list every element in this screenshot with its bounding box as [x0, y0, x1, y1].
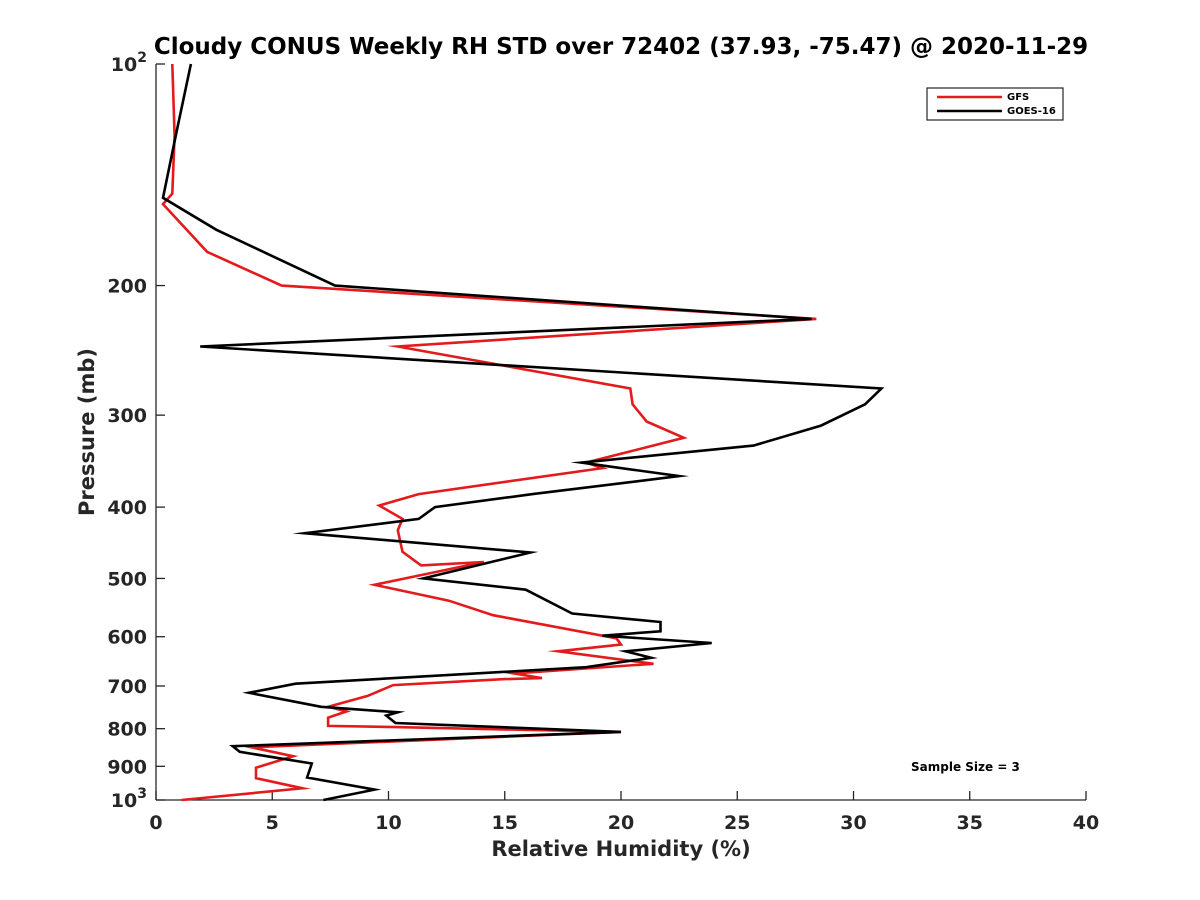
- y-tick-label: 300: [107, 405, 147, 427]
- y-tick-label: 800: [107, 719, 147, 741]
- x-tick-label: 20: [608, 812, 634, 834]
- y-tick-label: 200: [107, 276, 147, 298]
- x-ticks: 0 5 10 15 20 25 30 35 40: [149, 791, 1099, 834]
- y-tick-base: 10: [111, 790, 137, 812]
- y-tick-label: 900: [107, 756, 147, 778]
- series-lines: [161, 63, 885, 802]
- y-tick-label: 600: [107, 627, 147, 649]
- y-tick-label: 500: [107, 568, 147, 590]
- y-tick-label: 400: [107, 497, 147, 519]
- legend-label-gfs: GFS: [1007, 92, 1029, 103]
- x-tick-label: 15: [492, 812, 518, 834]
- y-axis-label: Pressure (mb): [75, 348, 99, 516]
- x-tick-label: 40: [1073, 812, 1099, 834]
- x-tick-label: 0: [149, 812, 162, 834]
- y-tick-label: 700: [107, 676, 147, 698]
- x-tick-label: 35: [957, 812, 983, 834]
- series-line-goes16: [161, 63, 885, 802]
- y-tick-exponent: 2: [137, 50, 147, 66]
- series-line-gfs: [161, 63, 817, 802]
- x-tick-label: 30: [840, 812, 866, 834]
- y-tick-label: 103: [111, 786, 147, 812]
- legend: GFS GOES-16: [926, 87, 1064, 121]
- plot-area: 0 5 10 15 20 25 30 35 40 10220030040050060070080…: [107, 50, 1099, 834]
- x-tick-label: 25: [724, 812, 750, 834]
- x-tick-label: 10: [375, 812, 401, 834]
- x-axis-label: Relative Humidity (%): [491, 837, 750, 861]
- y-tick-exponent: 3: [137, 786, 147, 802]
- sample-size-annotation: Sample Size = 3: [911, 760, 1020, 774]
- legend-label-goes16: GOES-16: [1007, 106, 1056, 117]
- chart-title: Cloudy CONUS Weekly RH STD over 72402 (3…: [154, 34, 1088, 60]
- y-tick-label: 102: [111, 50, 147, 76]
- y-tick-base: 10: [111, 54, 137, 76]
- x-tick-label: 5: [266, 812, 279, 834]
- legend-box: [926, 87, 1064, 121]
